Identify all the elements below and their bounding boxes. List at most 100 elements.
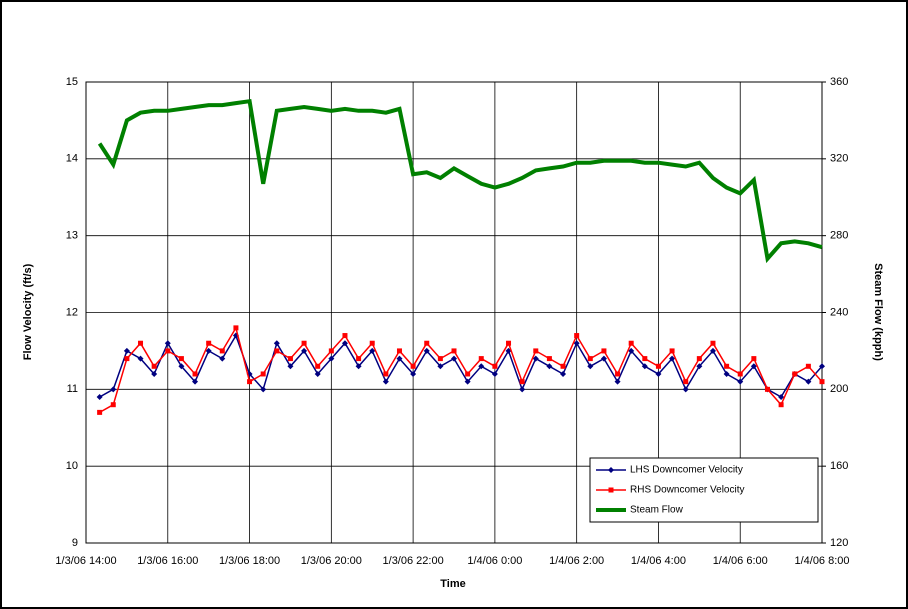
point [110,386,117,393]
y2-tick-label: 200 [830,383,848,395]
x-axis-label: Time [440,578,465,590]
y-axis-label: Flow Velocity (ft/s) [22,263,34,360]
point [219,355,226,362]
point [328,348,334,354]
point [805,363,811,369]
point [669,348,675,354]
point [696,363,703,370]
point [464,378,471,385]
point [164,340,171,347]
point [615,371,621,377]
point [355,363,362,370]
point [151,370,158,377]
point [328,355,335,362]
point [301,347,308,354]
point [192,371,198,377]
x-tick-label: 1/4/06 2:00 [549,555,604,567]
x-tick-label: 1/4/06 6:00 [713,555,768,567]
point [519,379,525,385]
legend-marker [608,467,614,473]
point [96,394,103,401]
point [778,402,784,408]
point [205,347,212,354]
point [423,347,430,354]
point [751,356,757,362]
y2-axis-label: Steam Flow (kpph) [872,263,884,361]
x-tick-label: 1/4/06 4:00 [631,555,686,567]
x-tick-label: 1/3/06 18:00 [219,555,280,567]
point [274,348,280,354]
point [737,378,744,385]
point [301,340,307,346]
y2-tick-label: 240 [830,306,848,318]
point [737,371,743,377]
point [792,371,798,377]
point [124,356,130,362]
point [506,340,512,346]
point [410,370,417,377]
point [123,347,130,354]
point [819,363,825,370]
point [805,378,812,385]
point [642,356,648,362]
point [723,370,730,377]
y-tick-label: 15 [66,76,78,88]
point [206,340,212,346]
point [682,386,689,393]
y2-tick-label: 280 [830,230,848,242]
point [641,363,648,370]
point [341,340,348,347]
point [410,363,416,369]
y-tick-label: 9 [72,537,78,549]
point [138,340,144,346]
y-tick-label: 12 [66,306,78,318]
point [137,355,144,362]
point [819,379,825,385]
point [273,340,280,347]
point [287,356,293,362]
point [683,379,689,385]
point [315,363,321,369]
point [383,371,389,377]
point [628,347,635,354]
point [533,348,539,354]
y2-tick-label: 320 [830,153,848,165]
y-tick-label: 14 [66,153,78,165]
point [287,363,294,370]
point [178,363,185,370]
point [778,394,785,401]
point [97,409,103,415]
series-line [97,98,823,264]
point [573,340,580,347]
x-tick-label: 1/3/06 20:00 [301,555,362,567]
point [491,370,498,377]
y2-tick-label: 160 [830,460,848,472]
point [247,379,253,385]
point [492,363,498,369]
point [724,363,730,369]
point [696,356,702,362]
legend-label: RHS Downcomer Velocity [630,485,744,496]
point [192,378,199,385]
point [396,355,403,362]
point [574,333,580,339]
point [614,378,621,385]
point [587,363,594,370]
x-tick-label: 1/3/06 14:00 [55,555,116,567]
y-tick-label: 13 [66,230,78,242]
point [219,348,225,354]
point [396,348,402,354]
point [600,355,607,362]
y-tick-label: 11 [67,383,78,395]
point [560,363,566,369]
y2-tick-label: 120 [830,537,848,549]
point [151,363,157,369]
point [546,356,552,362]
point [260,371,266,377]
point [709,347,716,354]
point [478,356,484,362]
point [314,370,321,377]
x-tick-label: 1/3/06 22:00 [383,555,444,567]
point [710,340,716,346]
